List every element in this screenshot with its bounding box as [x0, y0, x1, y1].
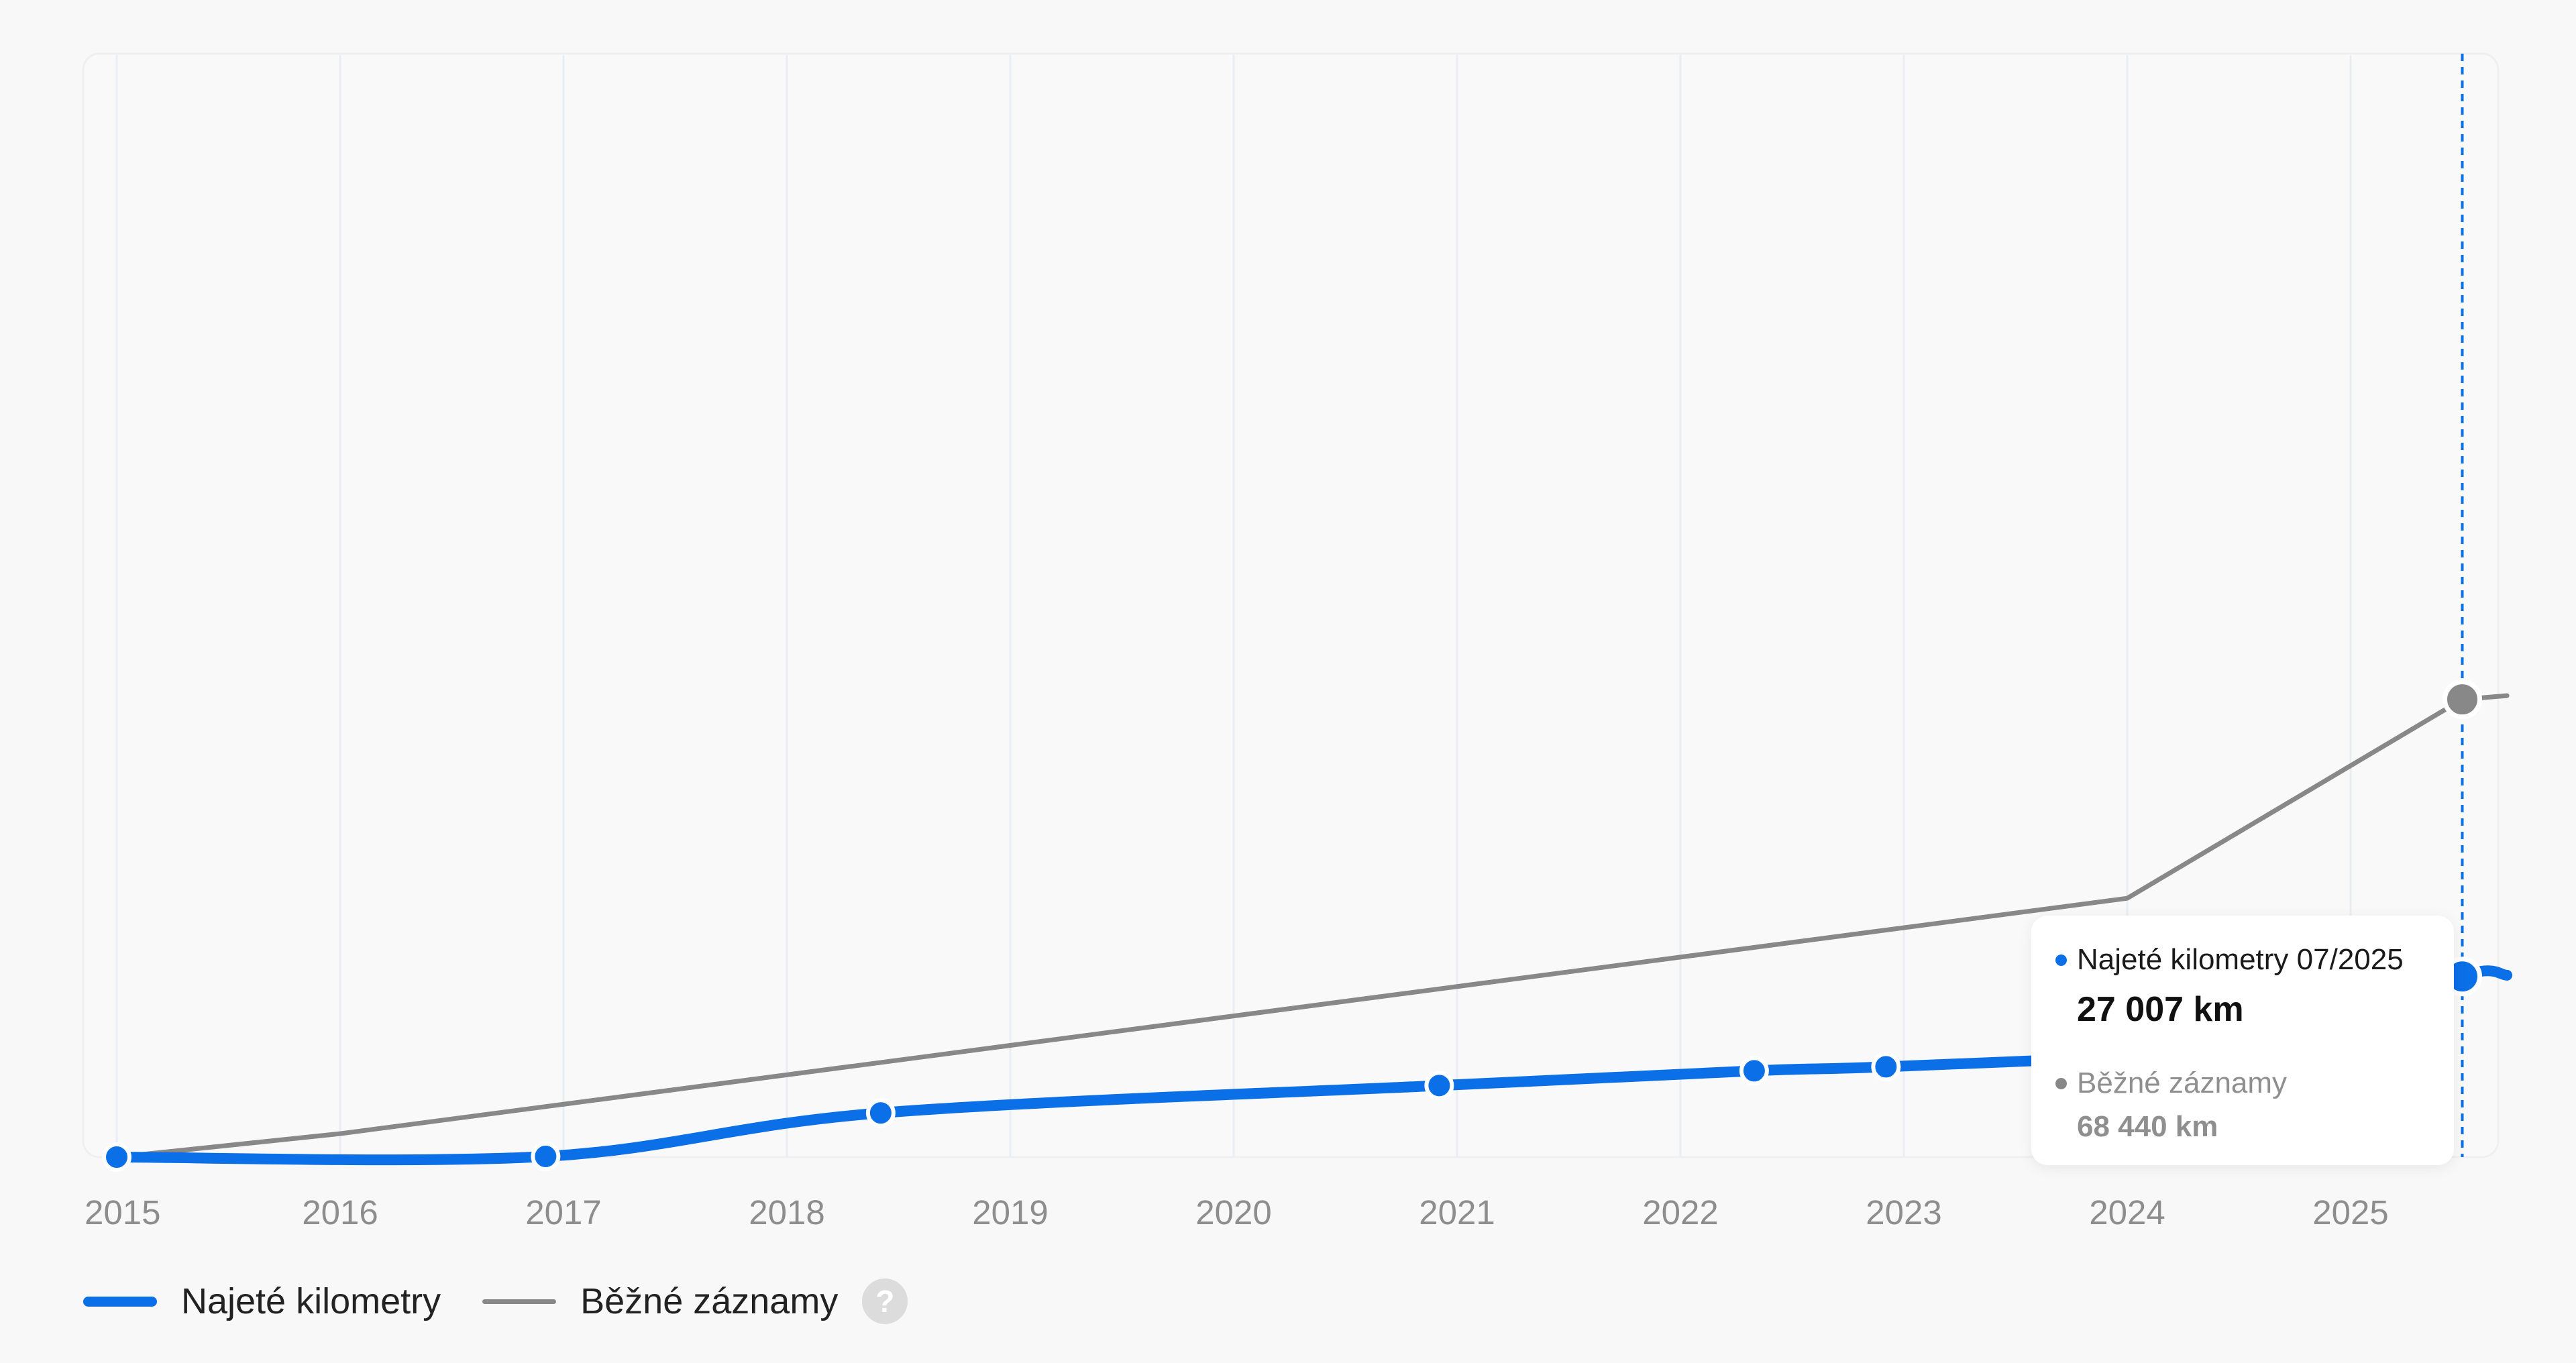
x-tick-label: 2017: [525, 1193, 601, 1232]
x-tick-label: 2020: [1195, 1193, 1271, 1232]
data-point-najete-kilometry[interactable]: [1739, 1056, 1769, 1086]
legend: Najeté kilometry Běžné záznamy ?: [83, 1278, 908, 1325]
x-tick-label: 2025: [2312, 1193, 2388, 1232]
data-point-najete-kilometry[interactable]: [102, 1142, 131, 1172]
data-point-bezne-zaznamy[interactable]: [2443, 679, 2482, 720]
plot-area: [82, 52, 2500, 1158]
x-tick-label: 2021: [1419, 1193, 1495, 1232]
blue-dot-icon: [2055, 954, 2067, 966]
x-tick-label: 2018: [749, 1193, 824, 1232]
x-tick-label: 2016: [302, 1193, 378, 1232]
x-tick-label: 2015: [85, 1193, 160, 1232]
data-point-najete-kilometry[interactable]: [1871, 1052, 1901, 1082]
x-tick-label: 2023: [1866, 1193, 1941, 1232]
legend-label: Běžné záznamy: [580, 1281, 839, 1321]
help-icon[interactable]: ?: [862, 1278, 908, 1324]
data-point-najete-kilometry[interactable]: [1424, 1071, 1454, 1101]
tooltip-series-2-value: 68 440 km: [2077, 1110, 2218, 1143]
tooltip-series-1-label: Najeté kilometry 07/2025: [2077, 943, 2404, 976]
legend-label: Najeté kilometry: [181, 1281, 441, 1321]
tooltip-series-2-label: Běžné záznamy: [2077, 1067, 2288, 1099]
gray-dot-icon: [2055, 1077, 2067, 1089]
tooltip-series-2: Běžné záznamy: [2055, 1063, 2454, 1103]
legend-item-bezne-zaznamy[interactable]: Běžné záznamy: [482, 1280, 838, 1322]
data-point-najete-kilometry[interactable]: [531, 1142, 561, 1172]
tooltip-series-1: Najeté kilometry 07/2025: [2055, 940, 2454, 980]
x-tick-label: 2019: [972, 1193, 1048, 1232]
legend-swatch-blue: [83, 1296, 157, 1307]
x-tick-label: 2022: [1642, 1193, 1718, 1232]
series-line-bezne-zaznamy: [114, 693, 2510, 1160]
x-axis-ticks: 2015 2016 2017 2018 2019 2020 2021 2022 2023 2024…: [85, 1193, 2389, 1232]
tooltip: Najeté kilometry 07/2025 27 007 km Běžné…: [2031, 916, 2454, 1165]
legend-swatch-gray: [482, 1299, 557, 1304]
x-tick-label: 2024: [2089, 1193, 2165, 1232]
tooltip-series-1-value: 27 007 km: [2077, 990, 2244, 1029]
data-point-najete-kilometry[interactable]: [865, 1098, 896, 1128]
legend-item-najete-kilometry[interactable]: Najeté kilometry: [83, 1280, 441, 1322]
